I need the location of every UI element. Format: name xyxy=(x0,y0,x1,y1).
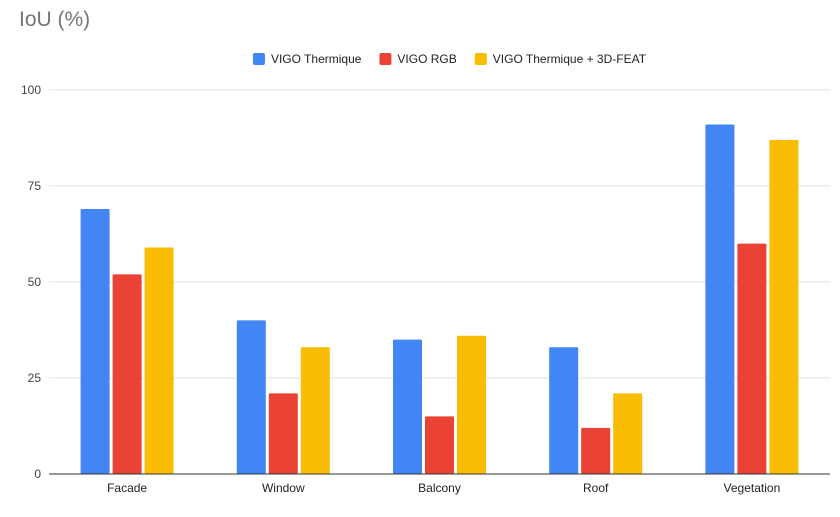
legend-label: VIGO RGB xyxy=(397,52,456,66)
y-axis: 0 25 50 75 100 xyxy=(21,83,41,481)
bar xyxy=(236,320,266,474)
legend-label: VIGO Thermique xyxy=(271,52,362,66)
bar xyxy=(737,243,767,474)
bars xyxy=(80,124,799,475)
legend-swatch xyxy=(379,53,392,65)
x-tick-label: Balcony xyxy=(418,481,461,495)
bar xyxy=(705,124,735,474)
bar xyxy=(112,274,142,474)
legend-swatch xyxy=(474,53,487,65)
x-tick-label: Window xyxy=(262,481,305,495)
y-tick-label: 0 xyxy=(34,467,41,481)
bar xyxy=(549,347,579,474)
y-tick-label: 100 xyxy=(21,83,41,97)
legend-swatch xyxy=(252,53,265,65)
bar xyxy=(769,139,799,475)
y-tick-label: 50 xyxy=(28,275,42,289)
gridlines xyxy=(49,89,830,379)
legend: VIGO Thermique VIGO RGB VIGO Thermique + 3… xyxy=(252,52,647,66)
chart-title: IoU (%) xyxy=(19,8,91,31)
bar xyxy=(300,347,330,474)
legend-label: VIGO Thermique + 3D-FEAT xyxy=(493,52,647,66)
bar xyxy=(613,393,643,474)
x-tick-label: Roof xyxy=(583,481,609,495)
x-axis: Facade Window Balcony Roof Vegetation xyxy=(49,473,830,495)
bar xyxy=(144,247,174,474)
bar xyxy=(268,393,298,474)
y-tick-label: 25 xyxy=(28,371,42,385)
x-tick-label: Facade xyxy=(107,481,147,495)
bar xyxy=(80,209,110,475)
y-tick-label: 75 xyxy=(28,179,42,193)
bar xyxy=(581,427,611,474)
bar xyxy=(425,416,454,474)
x-tick-label: Vegetation xyxy=(724,481,781,495)
bar xyxy=(457,335,486,474)
bar xyxy=(393,339,422,474)
